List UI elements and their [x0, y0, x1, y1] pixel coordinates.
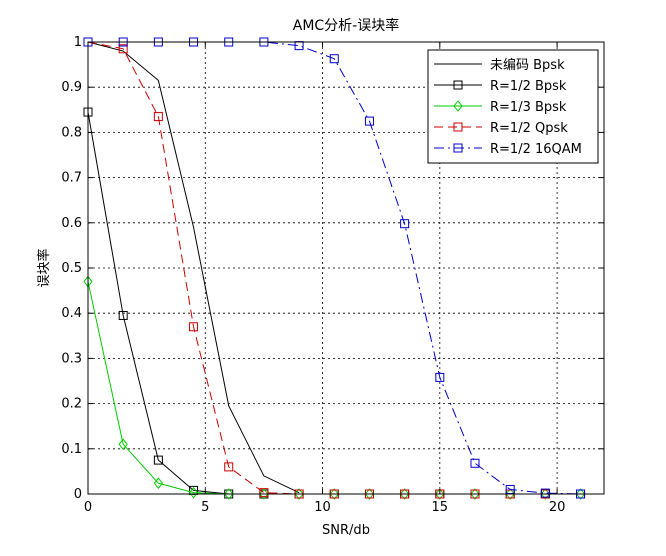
- data-point: [505, 488, 515, 500]
- y-tick-label: 0.2: [61, 397, 82, 412]
- legend-marker: [453, 143, 463, 153]
- x-tick-label: 0: [84, 500, 92, 515]
- data-point: [153, 455, 163, 465]
- data-point: [540, 488, 550, 498]
- data-point: [118, 438, 128, 451]
- y-tick-label: 0.5: [61, 261, 82, 276]
- legend-marker: [453, 122, 463, 132]
- legend-item: R=1/2 Bpsk: [434, 79, 567, 94]
- y-tick-label: 1: [74, 35, 82, 50]
- data-point: [188, 486, 199, 499]
- y-tick-label: 0.7: [61, 171, 82, 186]
- x-axis-label: SNR/db: [322, 523, 370, 538]
- data-point: [400, 219, 410, 229]
- series-line: [87, 41, 300, 494]
- data-point: [364, 488, 375, 500]
- data-point: [505, 484, 515, 494]
- data-point: [329, 54, 339, 64]
- legend-label: R=1/2 Bpsk: [490, 79, 567, 94]
- data-point: [364, 116, 374, 126]
- series-line: [87, 111, 581, 495]
- series-3: [83, 275, 586, 500]
- data-point: [470, 458, 480, 468]
- data-point: [118, 44, 128, 54]
- legend-label: R=1/2 Qpsk: [490, 121, 568, 136]
- y-tick-label: 0.1: [61, 442, 82, 457]
- legend-item: R=1/2 16QAM: [434, 142, 582, 157]
- x-tick-label: 10: [314, 500, 331, 515]
- data-point: [118, 310, 128, 320]
- axis-ticks: 0 5 10 15 20 0 0.1 0.2 0.3 0.4 0.5 0.6 0.7 0.8 0.9 1: [61, 35, 604, 515]
- x-tick-label: 15: [432, 500, 449, 515]
- data-point: [224, 462, 234, 472]
- y-tick-label: 0.4: [61, 306, 82, 321]
- legend-label: 未编码 Bpsk: [490, 58, 565, 73]
- series-2: [83, 107, 586, 499]
- data-point: [470, 488, 480, 500]
- y-tick-label: 0.8: [61, 125, 82, 140]
- y-tick-label: 0.3: [61, 351, 82, 366]
- y-tick-label: 0: [74, 487, 82, 502]
- data-point: [259, 488, 269, 500]
- legend-marker: [453, 100, 463, 112]
- series-1: [87, 41, 300, 494]
- y-axis-label: 误块率: [36, 248, 52, 287]
- legend-item: 未编码 Bpsk: [434, 58, 565, 73]
- data-point: [153, 112, 163, 122]
- legend-label: R=1/2 16QAM: [490, 142, 582, 157]
- data-point: [224, 488, 234, 500]
- data-point: [399, 488, 410, 500]
- x-tick-label: 20: [549, 500, 566, 515]
- legend-item: R=1/2 Qpsk: [434, 121, 568, 136]
- data-point: [259, 488, 269, 498]
- data-point: [575, 488, 586, 500]
- data-point: [189, 322, 199, 332]
- data-point: [435, 488, 445, 500]
- data-point: [153, 477, 164, 489]
- legend-item: R=1/3 Bpsk: [434, 100, 567, 115]
- x-tick-label: 5: [201, 500, 209, 515]
- data-point: [329, 488, 339, 500]
- legend: 未编码 Bpsk R=1/2 Bpsk R=1/3 Bpsk R=1/2 Qpsk R=…: [427, 49, 599, 164]
- y-tick-label: 0.9: [61, 80, 82, 95]
- legend-label: R=1/3 Bpsk: [490, 100, 567, 115]
- legend-marker: [453, 80, 463, 90]
- y-tick-label: 0.6: [61, 216, 82, 231]
- data-point: [435, 372, 445, 382]
- data-point: [294, 488, 304, 500]
- chart-title: AMC分析-误块率: [293, 17, 399, 34]
